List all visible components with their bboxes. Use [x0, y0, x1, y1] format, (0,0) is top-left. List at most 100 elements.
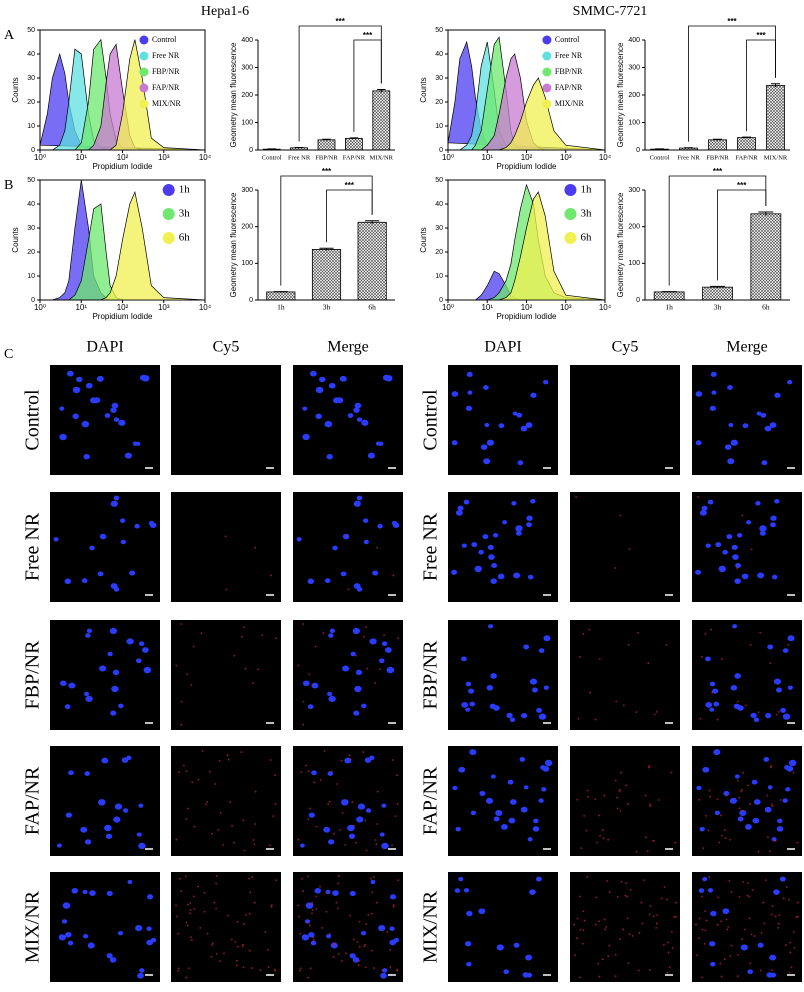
cy5-signal: [766, 794, 769, 797]
micrograph: [448, 872, 558, 982]
nucleus: [495, 809, 503, 817]
cy5-signal: [670, 771, 673, 774]
cy5-signal: [274, 803, 277, 806]
cy5-signal: [177, 969, 179, 972]
cy5-signal: [328, 932, 331, 935]
nucleus: [723, 790, 730, 796]
cy5-signal: [183, 764, 185, 767]
nucleus: [521, 713, 528, 719]
cy5-signal: [575, 937, 578, 940]
nucleus: [780, 707, 787, 713]
nucleus: [378, 658, 385, 664]
cy5-signal: [309, 967, 312, 970]
nucleus: [722, 908, 730, 915]
nucleus: [730, 685, 738, 691]
cy5-signal: [657, 799, 660, 801]
y-tick-label: 0: [439, 147, 443, 154]
nucleus: [523, 785, 529, 790]
nucleus: [367, 452, 375, 459]
nucleus: [332, 545, 338, 551]
nucleus: [466, 910, 473, 917]
cy5-signal: [206, 801, 209, 803]
nucleus: [328, 695, 336, 703]
nucleus: [455, 509, 463, 516]
nucleus: [308, 812, 315, 818]
cy5-signal: [392, 904, 395, 907]
nucleus: [324, 420, 333, 428]
nucleus: [732, 624, 738, 629]
cy5-signal: [375, 901, 378, 904]
legend-marker: [162, 232, 175, 244]
error-bar: [349, 137, 359, 139]
x-tick-label: Free NR: [288, 154, 311, 161]
nucleus: [774, 392, 781, 398]
cy5-signal: [796, 901, 799, 904]
cy5-signal: [626, 917, 629, 920]
nucleus: [452, 785, 458, 791]
y-tick-label: 400: [241, 37, 253, 44]
cy5-signal: [748, 917, 751, 920]
nucleus: [486, 685, 494, 691]
legend-marker: [564, 232, 577, 244]
nucleus: [113, 417, 120, 422]
cy5-signal: [720, 658, 723, 660]
nucleus: [776, 687, 782, 693]
cy5-signal: [760, 932, 763, 934]
micrograph: [171, 365, 281, 475]
nucleus: [488, 554, 495, 560]
cy5-signal: [622, 928, 625, 931]
nucleus: [451, 569, 458, 575]
nucleus: [695, 391, 703, 397]
cy5-signal: [716, 923, 719, 926]
cy5-signal: [215, 882, 218, 885]
cy5-signal: [725, 794, 728, 797]
cy5-signal: [243, 626, 246, 629]
micrograph: [570, 492, 680, 602]
cy5-signal: [725, 918, 728, 921]
x-tick-label: 10¹: [75, 303, 87, 312]
micrograph: [50, 492, 160, 602]
nucleus: [741, 573, 749, 580]
cy5-signal: [614, 975, 617, 978]
cy5-signal: [785, 886, 788, 888]
legend-label: Free NR: [152, 51, 180, 60]
cy5-signal: [717, 896, 720, 899]
cy5-signal: [777, 922, 780, 925]
legend-label: MIX/NR: [152, 99, 182, 108]
nucleus: [328, 382, 336, 389]
cy5-signal: [197, 778, 200, 781]
cy5-signal: [305, 764, 307, 767]
nucleus: [85, 695, 93, 703]
nucleus: [713, 749, 721, 756]
cy5-signal: [191, 781, 194, 784]
significance-bracket: [688, 25, 776, 142]
cy5-signal: [299, 969, 301, 972]
cy5-signal: [252, 839, 255, 841]
nucleus: [507, 779, 514, 785]
bar: [766, 84, 785, 151]
nucleus: [523, 644, 530, 650]
cy5-signal: [349, 758, 352, 761]
nucleus: [770, 972, 777, 978]
y-tick-label: 100: [628, 119, 640, 126]
cy5-signal: [353, 824, 356, 827]
y-tick-label: 200: [628, 92, 640, 99]
x-tick-label: 10⁰: [34, 303, 46, 312]
cy5-signal: [647, 766, 650, 769]
nucleus: [135, 658, 142, 664]
y-tick-label: 40: [435, 201, 443, 208]
nucleus: [365, 808, 372, 813]
legend-marker: [139, 67, 149, 77]
x-tick-label: 10²: [117, 153, 129, 162]
cy5-signal: [392, 905, 395, 908]
cy5-signal: [790, 966, 793, 969]
cy5-signal: [716, 718, 719, 721]
nucleus: [353, 500, 361, 507]
x-tick-label: MIX/NR: [764, 154, 788, 161]
nucleus: [89, 545, 95, 551]
nucleus: [104, 413, 111, 418]
nucleus: [526, 972, 533, 978]
nucleus: [483, 385, 489, 391]
cy5-signal: [297, 904, 299, 907]
cy5-signal: [235, 964, 238, 967]
